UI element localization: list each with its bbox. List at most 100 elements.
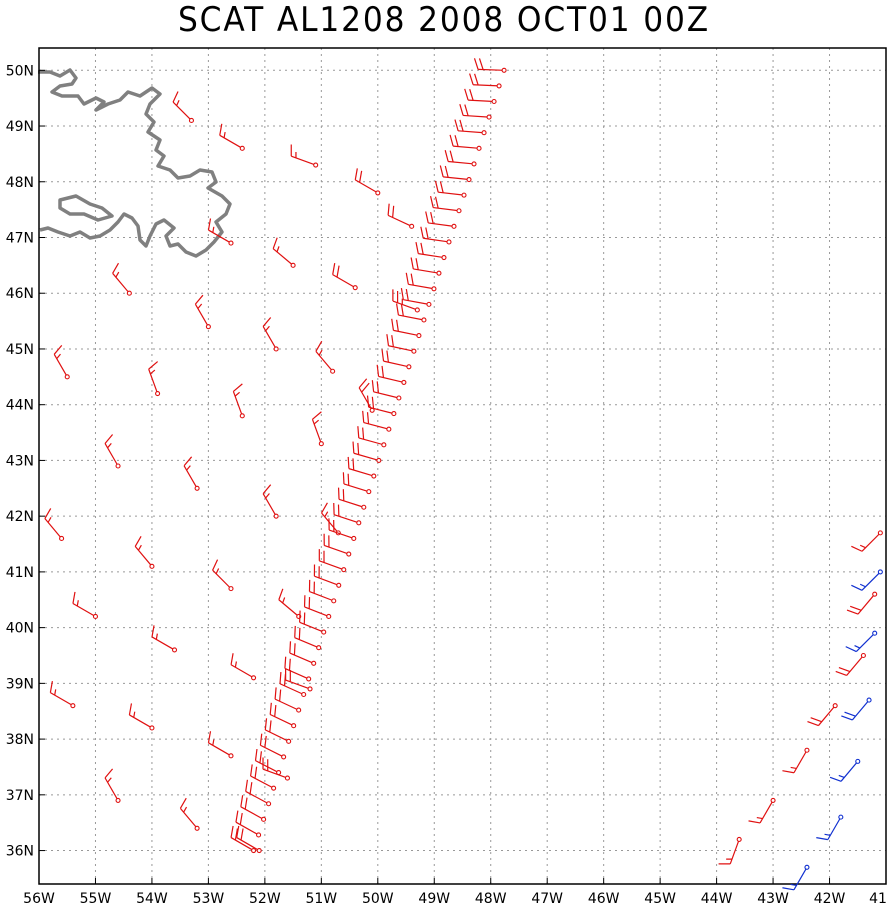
barb-station	[286, 738, 292, 744]
barb-staff	[289, 652, 314, 664]
barb-staff	[759, 800, 774, 824]
barb-feather	[230, 825, 234, 838]
wind-barb	[425, 211, 457, 229]
barb-feather	[410, 257, 414, 270]
barb-station	[496, 83, 502, 89]
barb-staff	[408, 283, 435, 290]
barb-feather	[128, 703, 133, 716]
wind-barb	[410, 257, 442, 276]
barb-feather	[362, 427, 365, 440]
x-tick-label: 49W	[418, 891, 450, 907]
barb-station	[261, 816, 267, 822]
wind-barb	[851, 530, 883, 552]
barb-station	[386, 426, 392, 432]
barb-half-feather	[313, 419, 320, 425]
barb-feather	[278, 588, 284, 600]
barb-half-feather	[318, 349, 323, 356]
x-tick-label: 45W	[644, 891, 676, 907]
barb-station	[306, 676, 312, 682]
barb-station	[356, 520, 362, 526]
wind-barb	[284, 656, 312, 682]
y-tick-label: 40N	[6, 621, 34, 637]
barb-staff	[235, 821, 259, 836]
wind-barb	[259, 733, 287, 760]
barb-station	[366, 489, 372, 495]
barb-staff	[309, 590, 334, 602]
wind-barb	[262, 757, 291, 781]
barb-feather	[400, 304, 404, 317]
barb-staff	[332, 274, 356, 289]
wind-barb	[179, 797, 200, 831]
barb-feather	[358, 378, 368, 389]
barb-station	[326, 613, 332, 620]
barb-feather	[459, 104, 464, 116]
barb-staff	[333, 514, 359, 524]
barb-station	[307, 686, 313, 692]
wind-barb	[473, 58, 507, 73]
barb-half-feather	[197, 303, 203, 309]
barb-staff	[230, 837, 254, 852]
barb-station	[491, 98, 497, 105]
barb-feather	[259, 751, 263, 764]
barb-feather	[262, 317, 272, 327]
wind-barb	[782, 747, 810, 774]
barb-staff	[857, 593, 876, 615]
barb-half-feather	[54, 689, 57, 696]
barb-station	[877, 530, 883, 536]
barb-feather	[44, 508, 52, 519]
barb-station	[341, 567, 347, 573]
wind-barb	[230, 825, 257, 854]
wind-barb	[279, 672, 307, 698]
barb-feather	[386, 350, 390, 363]
barb-staff	[827, 816, 842, 840]
barb-station	[188, 117, 195, 124]
barb-station	[321, 629, 327, 635]
barb-staff	[260, 744, 284, 758]
barb-feather	[262, 484, 272, 495]
barb-feather	[371, 396, 375, 409]
barb-feather	[361, 382, 370, 393]
barb-feather	[454, 135, 459, 147]
wind-barb	[358, 378, 375, 413]
x-tick-label: 41	[869, 891, 887, 907]
barb-feather	[283, 674, 287, 686]
barb-staff	[851, 699, 870, 721]
barb-staff	[311, 419, 322, 444]
barb-station	[155, 390, 161, 397]
barb-feather	[104, 434, 114, 444]
barb-feather	[293, 643, 296, 656]
wind-barb	[434, 180, 467, 198]
barb-feather	[279, 689, 282, 702]
wind-barb	[328, 518, 357, 542]
wind-barb	[464, 88, 497, 105]
barb-staff	[279, 683, 304, 696]
barb-staff	[438, 191, 465, 196]
barb-feather	[478, 58, 484, 70]
wind-barb	[333, 502, 362, 526]
barb-station	[149, 725, 155, 731]
barb-half-feather	[56, 353, 61, 360]
barb-feather	[230, 653, 234, 665]
barb-station	[416, 333, 422, 339]
barb-feather	[844, 711, 856, 717]
barb-feather	[315, 340, 323, 352]
wind-barb	[183, 456, 200, 491]
barb-staff	[250, 775, 274, 789]
barb-half-feather	[76, 600, 79, 607]
barb-half-feather	[824, 833, 831, 836]
barb-half-feather	[790, 883, 797, 887]
barb-station	[239, 145, 245, 151]
barb-feather	[264, 718, 268, 730]
barb-feather	[352, 441, 355, 454]
barb-feather	[183, 456, 193, 467]
barb-station	[451, 223, 457, 229]
barb-feather	[250, 764, 253, 777]
barb-feather	[249, 782, 253, 794]
barb-staff	[793, 866, 808, 891]
wind-barb	[395, 303, 427, 323]
barb-staff	[148, 368, 159, 394]
barb-staff	[861, 571, 881, 591]
y-tick-label: 47N	[6, 230, 34, 246]
x-tick-label: 50W	[362, 891, 394, 907]
barb-feather	[254, 748, 258, 761]
